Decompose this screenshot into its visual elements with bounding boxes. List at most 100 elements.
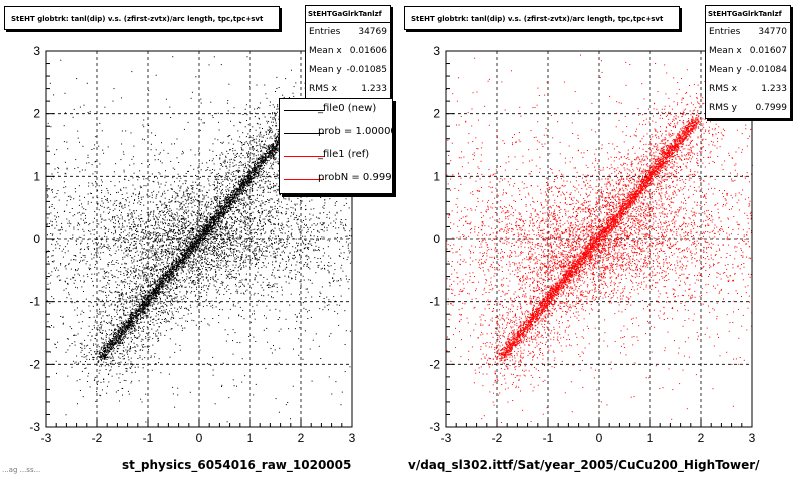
scatter-point (223, 199, 225, 201)
scatter-point (94, 327, 95, 329)
scatter-point (187, 242, 188, 244)
scatter-point (208, 225, 210, 227)
scatter-point (274, 151, 276, 153)
scatter-point (159, 281, 160, 283)
scatter-point (126, 324, 128, 326)
scatter-point (250, 180, 252, 182)
scatter-point (196, 228, 198, 230)
scatter-point (128, 330, 130, 332)
scatter-point (209, 218, 211, 220)
scatter-point (191, 210, 193, 212)
scatter-point (204, 232, 206, 234)
scatter-point (258, 162, 260, 164)
scatter-point (114, 335, 116, 337)
scatter-point (121, 334, 123, 336)
scatter-point (113, 341, 115, 343)
scatter-point (151, 284, 153, 285)
scatter-point (116, 373, 118, 375)
scatter-point (232, 213, 234, 215)
scatter-point (140, 311, 142, 313)
scatter-point (110, 361, 112, 363)
scatter-point (96, 349, 98, 351)
scatter-point (264, 156, 266, 158)
scatter-point (155, 255, 156, 257)
scatter-point (147, 297, 149, 298)
scatter-point (112, 339, 114, 341)
scatter-point (155, 266, 157, 267)
scatter-point (177, 279, 179, 281)
scatter-point (170, 271, 172, 273)
scatter-point (217, 216, 219, 218)
scatter-point (243, 186, 245, 188)
scatter-point (119, 340, 121, 342)
scatter-point (272, 131, 274, 133)
scatter-point (104, 311, 106, 313)
scatter-point (144, 297, 146, 298)
scatter-point (221, 152, 223, 154)
scatter-point (259, 184, 261, 186)
scatter-point (178, 264, 180, 266)
scatter-point (240, 187, 242, 189)
scatter-point (164, 303, 166, 305)
scatter-point (143, 303, 145, 305)
scatter-point (188, 247, 190, 249)
scatter-point (141, 321, 143, 323)
scatter-point (138, 325, 140, 327)
scatter-point (248, 162, 250, 164)
scatter-point (237, 193, 239, 195)
scatter-point (163, 274, 165, 276)
scatter-point (90, 350, 92, 352)
scatter-point (199, 225, 201, 227)
scatter-point (208, 233, 210, 235)
scatter-point (271, 138, 273, 140)
scatter-point (100, 352, 102, 353)
scatter-point (132, 290, 134, 292)
scatter-point (200, 233, 202, 234)
scatter-point (166, 277, 167, 278)
scatter-point (224, 202, 226, 204)
scatter-point (201, 234, 203, 236)
scatter-point (261, 156, 263, 158)
scatter-point (134, 336, 136, 338)
scatter-point (246, 184, 248, 186)
scatter-point (261, 228, 263, 230)
scatter-point (132, 315, 134, 317)
scatter-point (139, 327, 141, 329)
scatter-point (241, 193, 243, 195)
scatter-point (240, 147, 242, 149)
scatter-point (128, 320, 130, 322)
scatter-point (233, 125, 235, 127)
scatter-point (190, 245, 192, 247)
scatter-point (169, 279, 171, 281)
scatter-point (167, 284, 169, 286)
scatter-point (111, 354, 113, 356)
scatter-point (105, 357, 107, 359)
scatter-point (254, 170, 256, 172)
scatter-point (142, 311, 144, 312)
scatter-point (178, 267, 180, 269)
scatter-point (124, 325, 126, 327)
scatter-point (214, 213, 216, 215)
scatter-point (108, 329, 110, 331)
scatter-point (181, 257, 183, 258)
scatter-point (160, 240, 162, 241)
scatter-point (117, 334, 119, 336)
scatter-point (225, 201, 227, 203)
scatter-point (121, 342, 123, 344)
scatter-point (161, 249, 162, 251)
scatter-point (187, 247, 189, 249)
scatter-point (257, 160, 259, 162)
scatter-point (122, 394, 123, 396)
scatter-point (251, 148, 253, 150)
scatter-point (172, 314, 174, 316)
scatter-point (220, 247, 222, 249)
scatter-point (124, 267, 126, 269)
scatter-point (260, 166, 262, 168)
scatter-point (111, 347, 113, 349)
scatter-point (107, 350, 109, 352)
scatter-point (184, 252, 186, 254)
scatter-point (117, 301, 119, 303)
scatter-point (231, 138, 233, 140)
scatter-point (136, 314, 138, 316)
scatter-point (168, 271, 170, 273)
